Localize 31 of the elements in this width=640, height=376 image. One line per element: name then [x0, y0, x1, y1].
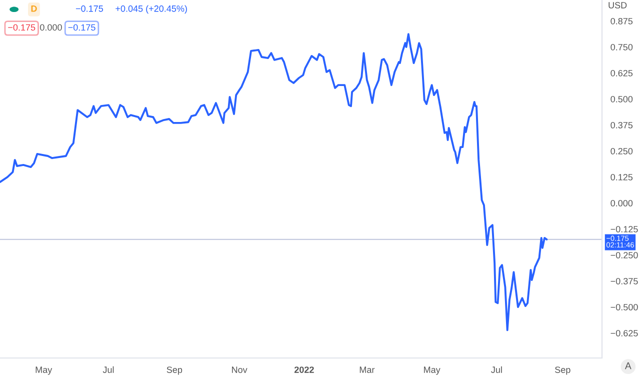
annotation: +0.045 (+20.45%)	[116, 5, 187, 14]
y-tick-label: −0.500	[610, 304, 638, 310]
x-tick-label: Jul	[102, 366, 114, 373]
y-tick-label: 0.875	[610, 18, 633, 24]
annotation: −0.175	[76, 5, 104, 12]
annotation: D	[31, 6, 37, 12]
x-tick-label: Nov	[232, 366, 248, 373]
x-tick-label: May	[424, 366, 440, 375]
annotation: −0.175	[8, 24, 36, 31]
x-tick-label: Sep	[555, 366, 570, 375]
y-tick-label: 0.500	[610, 96, 633, 102]
x-tick-label: Jul	[491, 366, 502, 373]
y-axis-title: USD	[608, 2, 627, 8]
y-tick-label: −0.125	[610, 226, 638, 232]
x-tick-label: Sep	[166, 366, 182, 375]
line-series	[0, 33, 548, 332]
y-tick-label: −0.625	[610, 330, 638, 336]
y-tick-label: 0.750	[610, 44, 633, 50]
y-tick-label: −0.375	[610, 278, 638, 284]
annotation: 0.000	[40, 24, 62, 31]
x-tick-label: Mar	[360, 366, 375, 373]
y-tick-label: 0.625	[610, 70, 633, 76]
annotation: −0.175	[68, 24, 96, 31]
y-tick-label: −0.250	[610, 252, 638, 258]
y-tick-label: 0.125	[610, 174, 633, 180]
y-tick-label: 0.000	[610, 200, 633, 206]
x-tick-label: 2022	[294, 366, 314, 373]
y-tick-label: 0.375	[610, 122, 633, 128]
text: A	[624, 362, 632, 370]
y-tick-label: 0.250	[610, 148, 633, 154]
x-tick-label: May	[36, 366, 52, 375]
